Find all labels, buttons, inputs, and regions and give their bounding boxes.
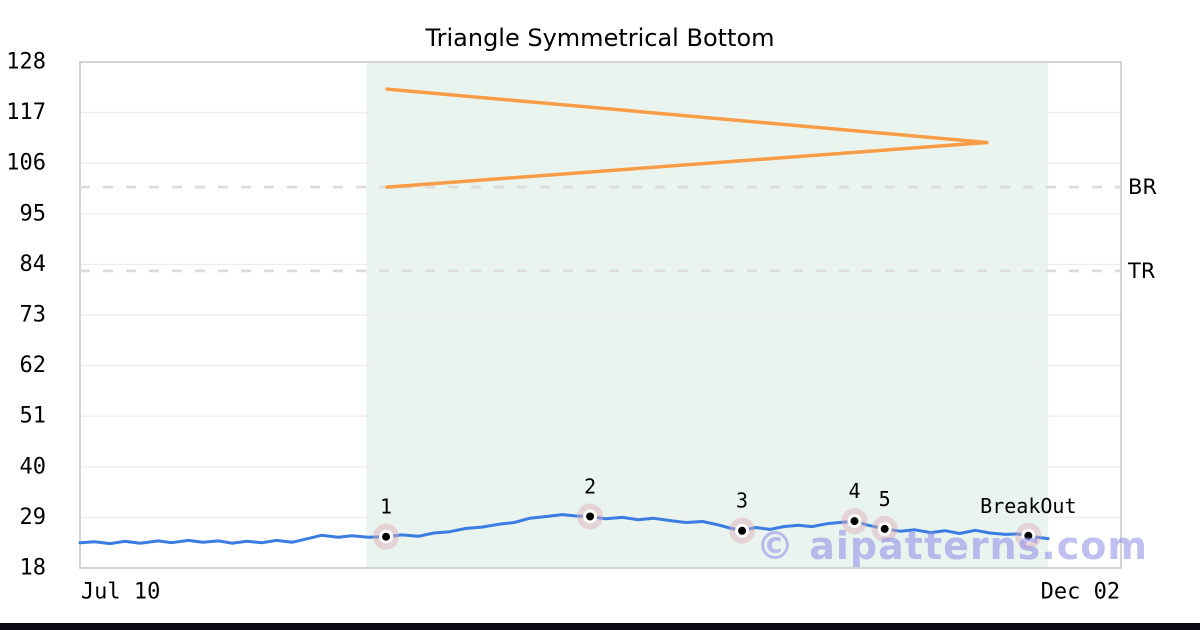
- y-tick-label: 128: [6, 50, 46, 75]
- marker-dot: [847, 514, 862, 529]
- marker-dot: [877, 521, 892, 536]
- y-tick-label: 73: [20, 303, 47, 328]
- triangle-upper-line: [385, 87, 989, 145]
- plot-border: [79, 61, 1122, 569]
- y-tick-label: 95: [20, 201, 47, 226]
- y-tick-label: 117: [6, 100, 46, 125]
- marker-label-1: 1: [380, 495, 392, 519]
- y-tick-label: 62: [20, 353, 47, 378]
- marker-label-breakout: BreakOut: [980, 494, 1076, 518]
- y-tick-label: 18: [20, 556, 47, 581]
- marker-label-3: 3: [736, 489, 748, 513]
- marker-dot: [379, 529, 394, 544]
- marker-label-2: 2: [584, 474, 596, 498]
- y-tick-label: 40: [20, 454, 47, 479]
- y-tick-label: 84: [20, 252, 47, 277]
- footer-bar: [0, 623, 1200, 630]
- triangle-lower-line: [385, 140, 989, 189]
- chart-title: Triangle Symmetrical Bottom: [425, 24, 775, 52]
- level-label-tr: TR: [1127, 259, 1155, 283]
- y-tick-label: 29: [20, 505, 47, 530]
- marker-dot: [583, 509, 598, 524]
- marker-label-5: 5: [879, 487, 891, 511]
- marker-dot: [735, 523, 750, 538]
- marker-label-4: 4: [848, 479, 860, 503]
- y-tick-label: 51: [20, 404, 47, 429]
- level-label-br: BR: [1128, 175, 1157, 199]
- y-tick-label: 106: [6, 151, 46, 176]
- x-tick-label: Jul 10: [81, 580, 160, 605]
- marker-dot: [1021, 528, 1036, 543]
- x-tick-label: Dec 02: [1041, 580, 1120, 605]
